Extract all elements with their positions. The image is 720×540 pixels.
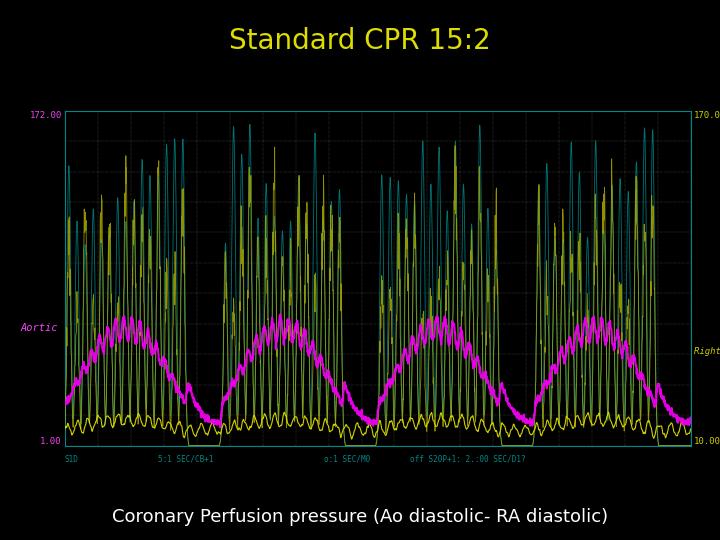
Text: 172.00: 172.00 <box>30 111 62 120</box>
Text: 1.00: 1.00 <box>40 436 62 446</box>
Text: 5:1 SEC/CB+1: 5:1 SEC/CB+1 <box>158 455 214 464</box>
Text: S1D: S1D <box>65 455 78 464</box>
Text: off S20P+1: 2.:00 SEC/D1?: off S20P+1: 2.:00 SEC/D1? <box>410 455 526 464</box>
Text: 170.00: 170.00 <box>694 111 720 120</box>
Text: Right Atrial: Right Atrial <box>694 347 720 356</box>
Text: Coronary Perfusion pressure (Ao diastolic- RA diastolic): Coronary Perfusion pressure (Ao diastoli… <box>112 508 608 525</box>
Text: 10.00: 10.00 <box>694 436 720 446</box>
Text: Standard CPR 15:2: Standard CPR 15:2 <box>229 27 491 55</box>
Text: o:1 SEC/M0: o:1 SEC/M0 <box>324 455 370 464</box>
Text: Aortic: Aortic <box>21 323 58 333</box>
